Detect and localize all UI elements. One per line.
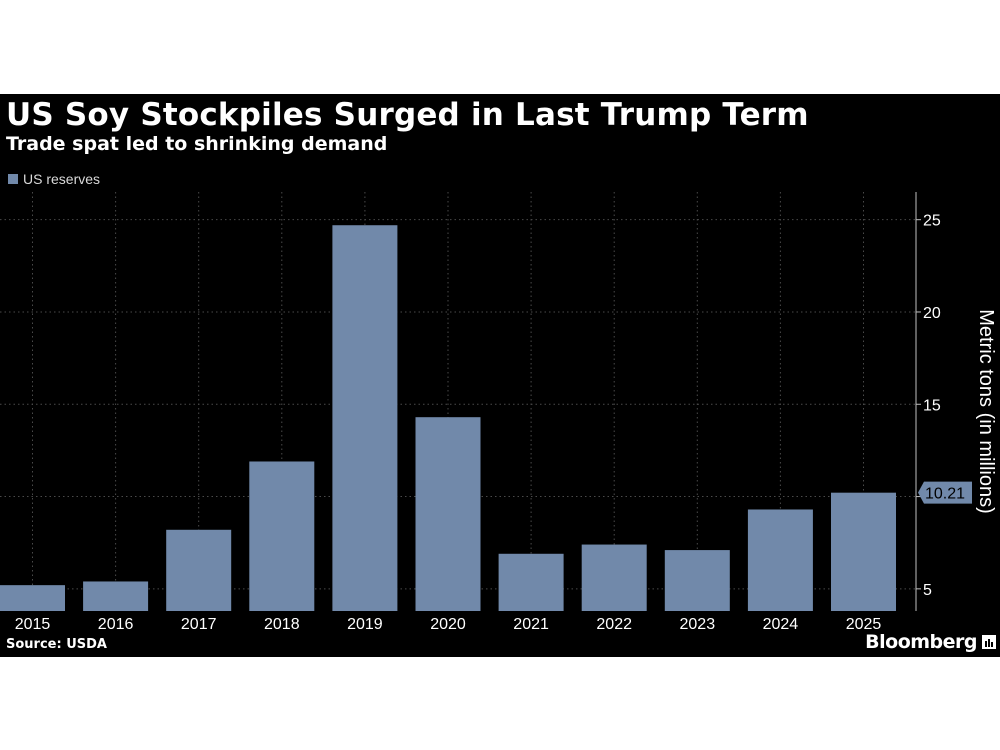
bar <box>498 553 564 611</box>
legend-swatch <box>8 174 18 184</box>
axes: 2015 2016 2017 2018 2019 2020 2021 2022 2023 2024… <box>15 192 997 633</box>
bloomberg-bars-icon <box>982 635 996 649</box>
y-axis-title: Metric tons (in millions) <box>975 309 997 513</box>
bar <box>166 529 232 611</box>
x-tick-label: 2019 <box>347 616 383 633</box>
x-tick-label: 2024 <box>763 616 799 633</box>
x-tick-label: 2020 <box>430 616 466 633</box>
bar <box>831 492 896 611</box>
y-tick-label: 20 <box>923 305 941 322</box>
bar <box>249 461 315 611</box>
bar <box>415 417 481 611</box>
x-tick-label: 2016 <box>98 616 134 633</box>
x-tick-label: 2023 <box>680 616 716 633</box>
brand-logo: Bloomberg <box>865 631 996 653</box>
bars <box>0 225 896 611</box>
bar <box>747 509 813 611</box>
source-note: Source: USDA <box>6 637 107 652</box>
bar <box>332 225 398 611</box>
bar <box>83 581 149 611</box>
bar <box>581 544 647 611</box>
brand-name: Bloomberg <box>865 631 977 653</box>
value-callout-box <box>918 481 972 504</box>
x-tick-label: 2022 <box>596 616 632 633</box>
x-tick-label: 2025 <box>846 616 882 633</box>
value-callout-label: 10.21 <box>925 486 965 503</box>
chart-frame: 2015 2016 2017 2018 2019 2020 2021 2022 2023 2024… <box>0 94 1000 657</box>
x-tick-label: 2018 <box>264 616 300 633</box>
chart-subtitle: Trade spat led to shrinking demand <box>6 133 388 155</box>
y-tick-label: 15 <box>923 397 941 414</box>
x-tick-label: 2021 <box>513 616 549 633</box>
y-tick-label: 5 <box>923 582 932 599</box>
bar <box>664 550 730 611</box>
chart-title: US Soy Stockpiles Surged in Last Trump T… <box>6 97 809 133</box>
bar-chart: 2015 2016 2017 2018 2019 2020 2021 2022 2023 2024… <box>0 192 997 633</box>
y-tick-label: 25 <box>923 213 941 230</box>
legend-label: US reserves <box>23 171 101 187</box>
x-tick-label: 2017 <box>181 616 217 633</box>
legend: US reserves <box>8 170 100 188</box>
bar <box>0 585 65 611</box>
x-tick-label: 2015 <box>15 616 51 633</box>
